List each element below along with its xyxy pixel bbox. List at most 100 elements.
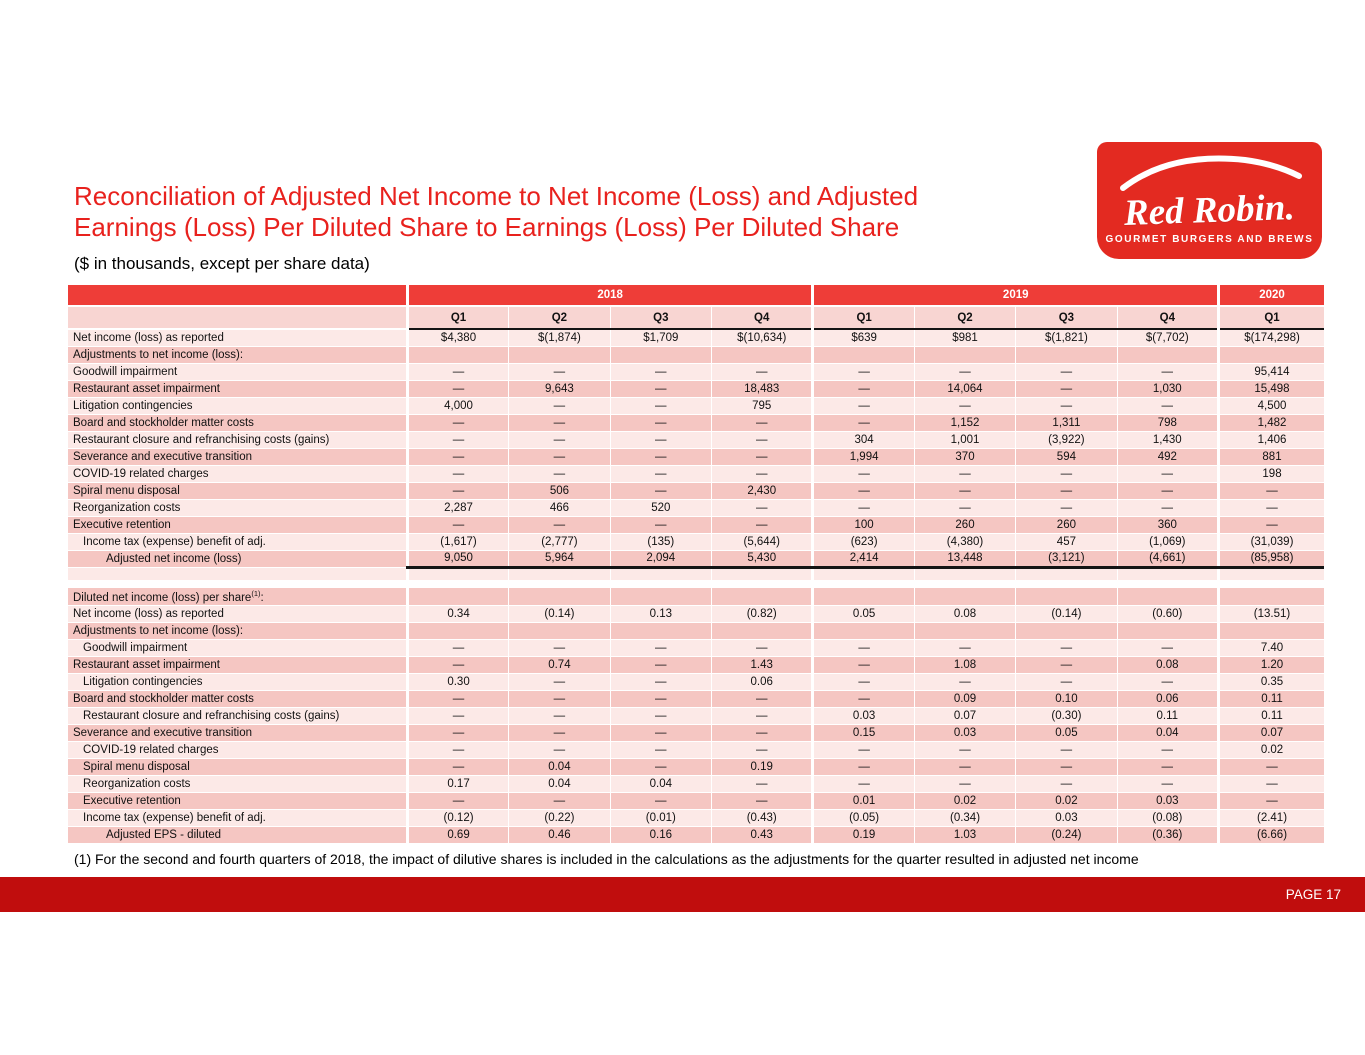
value-cell: (0.30) (1015, 707, 1118, 725)
value-cell: — (609, 516, 712, 534)
value-cell: (0.34) (913, 809, 1016, 827)
value-cell: — (405, 758, 509, 776)
table-row: COVID-19 related charges — — — — — — — —0.02 (68, 741, 1324, 759)
table-row: Net income (loss) as reported $4,380 $(1,8… (68, 329, 1324, 347)
value-cell: 1,001 (913, 431, 1016, 449)
value-cell: — (508, 431, 611, 449)
spacer-cell (405, 567, 509, 581)
value-cell: 0.10 (1015, 690, 1118, 708)
spacer-cell (1217, 567, 1324, 581)
value-cell: 260 (913, 516, 1016, 534)
value-cell: — (1116, 673, 1219, 691)
page-title: Reconciliation of Adjusted Net Income to… (74, 181, 918, 243)
value-cell: — (1015, 758, 1118, 776)
value-cell: — (405, 516, 509, 534)
value-cell: — (508, 741, 611, 759)
value-cell: — (1015, 775, 1118, 793)
value-cell: 0.02 (1015, 792, 1118, 810)
value-cell: — (508, 414, 611, 432)
value-cell: 0.02 (913, 792, 1016, 810)
year-header-row: 2018 2019 2020 (68, 285, 1324, 307)
row-label: Restaurant asset impairment (68, 380, 408, 398)
spacer-cell (811, 567, 915, 581)
value-cell: 0.74 (508, 656, 611, 674)
value-cell: — (508, 639, 611, 657)
value-cell: 1,311 (1015, 414, 1118, 432)
value-cell: 1.03 (913, 826, 1016, 844)
row-label: Reorganization costs (68, 499, 408, 517)
value-cell: — (710, 465, 813, 483)
table-row: Litigation contingencies 0.30— —0.06— — — —0.… (68, 673, 1324, 691)
value-cell: — (508, 465, 611, 483)
value-cell: 798 (1116, 414, 1219, 432)
value-cell: 0.69 (405, 826, 509, 844)
quarter-header-spacer-cell (68, 306, 408, 330)
value-cell: 1,030 (1116, 380, 1219, 398)
value-cell: — (1116, 397, 1219, 415)
value-cell: — (405, 639, 509, 657)
quarter-header-cell: Q1 (405, 306, 509, 330)
value-cell: — (405, 465, 509, 483)
value-cell: 466 (508, 499, 611, 517)
value-cell: — (1116, 363, 1219, 381)
value-cell: 0.11 (1217, 707, 1324, 725)
value-cell: (6.66) (1217, 826, 1324, 844)
value-cell: 0.08 (913, 605, 1016, 623)
value-cell: — (811, 775, 915, 793)
row-label: Goodwill impairment (68, 639, 408, 657)
spacer-cell (1015, 567, 1118, 581)
value-cell: — (811, 397, 915, 415)
value-cell: (0.43) (710, 809, 813, 827)
row-label: Adjusted EPS - diluted (68, 826, 408, 844)
value-cell: (0.05) (811, 809, 915, 827)
value-cell: 2,414 (811, 550, 915, 569)
value-cell: — (609, 758, 712, 776)
quarter-header-cell: Q2 (913, 306, 1016, 330)
value-cell: 0.30 (405, 673, 509, 691)
value-cell (1116, 588, 1219, 606)
value-cell (405, 346, 509, 364)
value-cell: 520 (609, 499, 712, 517)
value-cell: (5,644) (710, 533, 813, 551)
value-cell: (3,922) (1015, 431, 1118, 449)
value-cell: 0.03 (811, 707, 915, 725)
value-cell: 18,483 (710, 380, 813, 398)
value-cell: (0.60) (1116, 605, 1219, 623)
value-cell: 260 (1015, 516, 1118, 534)
value-cell: 0.02 (1217, 741, 1324, 759)
row-label: Board and stockholder matter costs (68, 414, 408, 432)
row-label: Executive retention (68, 516, 408, 534)
footnote: (1) For the second and fourth quarters o… (74, 851, 1139, 867)
value-cell: (0.22) (508, 809, 611, 827)
value-cell: 881 (1217, 448, 1324, 466)
value-cell (508, 622, 611, 640)
value-cell: — (710, 775, 813, 793)
red-robin-logo: Red Robin. GOURMET BURGERS AND BREWS (1097, 142, 1322, 259)
year-header-cell: 2018 (405, 285, 813, 307)
value-cell: — (913, 465, 1016, 483)
value-cell: 0.01 (811, 792, 915, 810)
value-cell: (0.36) (1116, 826, 1219, 844)
value-cell: — (1116, 499, 1219, 517)
value-cell: — (710, 792, 813, 810)
value-cell: 0.04 (508, 775, 611, 793)
value-cell: — (1217, 758, 1324, 776)
table-row: Adjusted net income (loss) 9,050 5,964 2,09… (68, 550, 1324, 569)
spacer-cell (1116, 567, 1219, 581)
value-cell: 0.03 (1015, 809, 1118, 827)
value-cell (811, 346, 915, 364)
logo-tagline: GOURMET BURGERS AND BREWS (1105, 234, 1314, 245)
reconciliation-table: 2018 2019 2020 Q1 Q2 Q3 Q4 Q1 Q2 Q3 Q4 Q1 Net income… (68, 285, 1324, 844)
value-cell: 0.11 (1217, 690, 1324, 708)
value-cell: 0.03 (913, 724, 1016, 742)
value-cell: (3,121) (1015, 550, 1118, 569)
value-cell: — (710, 363, 813, 381)
value-cell: 304 (811, 431, 915, 449)
value-cell: — (609, 792, 712, 810)
spacer-cell (710, 567, 813, 581)
value-cell: 1,994 (811, 448, 915, 466)
value-cell (1116, 346, 1219, 364)
value-cell: 0.05 (1015, 724, 1118, 742)
table-row: Goodwill impairment — — — — — — — —7.40 (68, 639, 1324, 657)
value-cell: 0.06 (1116, 690, 1219, 708)
